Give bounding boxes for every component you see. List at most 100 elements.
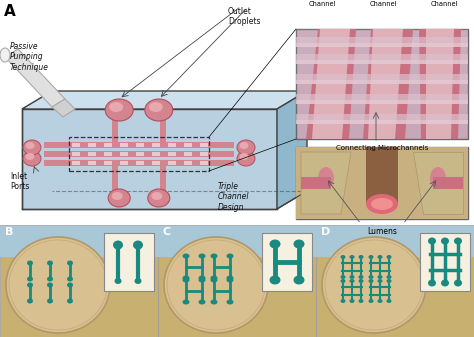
Bar xyxy=(296,107,468,108)
Ellipse shape xyxy=(340,279,346,283)
Polygon shape xyxy=(72,152,80,156)
Ellipse shape xyxy=(454,238,462,245)
Bar xyxy=(296,78,468,79)
Ellipse shape xyxy=(293,276,304,284)
Bar xyxy=(296,70,468,71)
Polygon shape xyxy=(64,160,214,166)
Bar xyxy=(296,72,468,73)
Ellipse shape xyxy=(441,238,449,245)
Bar xyxy=(296,88,468,89)
Ellipse shape xyxy=(386,279,392,283)
Ellipse shape xyxy=(210,300,218,305)
Polygon shape xyxy=(22,91,307,109)
Bar xyxy=(0,225,158,257)
Ellipse shape xyxy=(368,255,374,259)
Bar xyxy=(296,51,468,52)
Bar xyxy=(296,132,468,133)
Ellipse shape xyxy=(108,189,130,207)
Polygon shape xyxy=(88,161,96,165)
Bar xyxy=(296,106,468,107)
Bar xyxy=(296,126,468,127)
Bar xyxy=(316,225,474,337)
Polygon shape xyxy=(214,142,234,148)
Ellipse shape xyxy=(115,278,121,284)
Bar xyxy=(296,73,468,74)
Polygon shape xyxy=(136,143,144,147)
Bar xyxy=(296,40,468,41)
Ellipse shape xyxy=(47,299,53,304)
Bar xyxy=(296,62,468,63)
Ellipse shape xyxy=(23,140,41,155)
Bar xyxy=(296,97,468,98)
Ellipse shape xyxy=(386,275,392,279)
Ellipse shape xyxy=(386,299,392,303)
Bar xyxy=(296,67,468,68)
Polygon shape xyxy=(104,161,112,165)
Polygon shape xyxy=(104,152,112,156)
Bar xyxy=(296,95,468,96)
Polygon shape xyxy=(200,161,208,165)
Polygon shape xyxy=(120,161,128,165)
Bar xyxy=(296,55,468,56)
Ellipse shape xyxy=(135,278,142,284)
Bar xyxy=(296,122,468,123)
Bar xyxy=(296,134,468,135)
Bar xyxy=(296,43,468,44)
Ellipse shape xyxy=(377,299,383,303)
Ellipse shape xyxy=(199,277,206,282)
Bar xyxy=(296,94,468,104)
Ellipse shape xyxy=(318,167,334,189)
Bar xyxy=(69,137,209,171)
Bar xyxy=(296,147,468,219)
Ellipse shape xyxy=(270,240,281,248)
Ellipse shape xyxy=(366,194,398,214)
Ellipse shape xyxy=(109,102,123,112)
Ellipse shape xyxy=(210,253,218,258)
Bar xyxy=(296,125,468,126)
Ellipse shape xyxy=(358,255,364,259)
Ellipse shape xyxy=(113,241,123,249)
Polygon shape xyxy=(120,143,128,147)
Bar xyxy=(296,121,468,122)
Polygon shape xyxy=(184,152,192,156)
Bar xyxy=(296,45,468,46)
Polygon shape xyxy=(88,152,96,156)
Ellipse shape xyxy=(27,276,33,281)
Ellipse shape xyxy=(151,192,162,200)
Bar xyxy=(296,103,468,104)
Ellipse shape xyxy=(227,277,234,282)
Bar xyxy=(296,130,468,131)
Polygon shape xyxy=(301,152,351,214)
Bar xyxy=(296,83,468,84)
Bar xyxy=(296,93,468,94)
Polygon shape xyxy=(5,49,65,107)
Bar xyxy=(158,225,316,257)
Polygon shape xyxy=(88,143,96,147)
Bar xyxy=(296,136,468,137)
Bar xyxy=(296,127,468,128)
Bar xyxy=(296,105,468,106)
Bar xyxy=(296,112,468,113)
Bar xyxy=(296,42,468,43)
Bar xyxy=(296,57,468,58)
Polygon shape xyxy=(168,143,176,147)
Bar xyxy=(296,74,468,75)
Bar xyxy=(296,54,468,55)
Ellipse shape xyxy=(148,189,170,207)
Bar xyxy=(296,79,468,80)
Bar xyxy=(296,129,468,130)
Ellipse shape xyxy=(27,261,33,266)
Ellipse shape xyxy=(27,282,33,287)
Bar xyxy=(296,32,468,33)
Bar xyxy=(296,120,468,121)
Bar xyxy=(296,69,468,70)
Bar xyxy=(296,120,468,124)
Bar xyxy=(296,108,468,109)
Ellipse shape xyxy=(377,255,383,259)
Bar xyxy=(433,177,463,189)
Bar xyxy=(158,225,316,337)
Polygon shape xyxy=(72,161,80,165)
Bar xyxy=(296,33,468,34)
Polygon shape xyxy=(136,152,144,156)
Ellipse shape xyxy=(105,99,133,121)
